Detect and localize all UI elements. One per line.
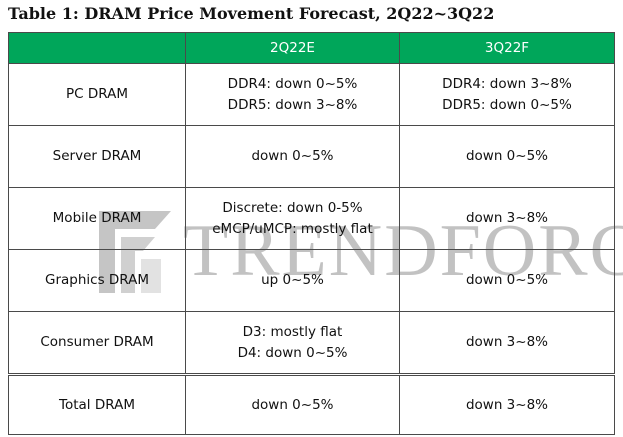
cell-server-dram-3q22f: down 0~5% — [399, 125, 615, 188]
cell-line: down 3~8% — [465, 210, 549, 226]
cell-graphics-dram-3q22f: down 0~5% — [399, 249, 615, 312]
cell-line: down 0~5% — [251, 396, 334, 413]
table-row: Server DRAM down 0~5% down 0~5% — [8, 125, 615, 188]
cell-mobile-dram-2q22e: Discrete: down 0-5% eMCP/uMCP: mostly fl… — [185, 187, 400, 250]
cell-line: down 3~8% — [465, 396, 549, 413]
row-label-total-dram: Total DRAM — [8, 373, 186, 435]
row-label-consumer-dram: Consumer DRAM — [8, 311, 186, 375]
table-row: Mobile DRAM Discrete: down 0-5% eMCP/uMC… — [8, 187, 615, 250]
header-3q22f: 3Q22F — [399, 32, 615, 64]
cell-line: DDR5: down 0~5% — [442, 96, 572, 113]
row-label-pc-dram: PC DRAM — [8, 63, 186, 126]
cell-line: Discrete: down 0-5% — [222, 199, 363, 216]
cell-pc-dram-3q22f: DDR4: down 3~8% DDR5: down 0~5% — [399, 63, 615, 126]
cell-consumer-dram-2q22e: D3: mostly flat D4: down 0~5% — [185, 311, 400, 375]
table-row-total: Total DRAM down 0~5% down 3~8% — [8, 373, 615, 435]
header-2q22e: 2Q22E — [185, 32, 400, 64]
table-row: Graphics DRAM up 0~5% down 0~5% — [8, 249, 615, 312]
cell-line: down 0~5% — [465, 148, 549, 164]
forecast-table: 2Q22E 3Q22F PC DRAM DDR4: down 0~5% DDR5… — [8, 32, 615, 435]
header-row: 2Q22E 3Q22F — [8, 32, 615, 64]
cell-total-dram-3q22f: down 3~8% — [399, 373, 615, 435]
row-label-graphics-dram: Graphics DRAM — [8, 249, 186, 312]
cell-line: DDR5: down 3~8% — [227, 96, 358, 113]
table-row: PC DRAM DDR4: down 0~5% DDR5: down 3~8% … — [8, 63, 615, 126]
cell-line: DDR4: down 0~5% — [227, 75, 358, 92]
row-label-server-dram: Server DRAM — [8, 125, 186, 188]
row-label-mobile-dram: Mobile DRAM — [8, 187, 186, 250]
cell-server-dram-2q22e: down 0~5% — [185, 125, 400, 188]
cell-consumer-dram-3q22f: down 3~8% — [399, 311, 615, 375]
cell-pc-dram-2q22e: DDR4: down 0~5% DDR5: down 3~8% — [185, 63, 400, 126]
cell-line: down 0~5% — [465, 272, 549, 288]
cell-line: DDR4: down 3~8% — [442, 75, 572, 92]
cell-line: down 3~8% — [465, 334, 549, 350]
cell-line: down 0~5% — [251, 148, 334, 164]
cell-line: up 0~5% — [261, 272, 324, 288]
cell-line: D4: down 0~5% — [237, 344, 348, 361]
cell-line: D3: mostly flat — [242, 323, 343, 340]
table-title: Table 1: DRAM Price Movement Forecast, 2… — [8, 4, 495, 23]
header-corner — [8, 32, 186, 64]
cell-line: eMCP/uMCP: mostly flat — [212, 220, 373, 237]
cell-total-dram-2q22e: down 0~5% — [185, 373, 400, 435]
cell-mobile-dram-3q22f: down 3~8% — [399, 187, 615, 250]
cell-graphics-dram-2q22e: up 0~5% — [185, 249, 400, 312]
table-row: Consumer DRAM D3: mostly flat D4: down 0… — [8, 311, 615, 375]
